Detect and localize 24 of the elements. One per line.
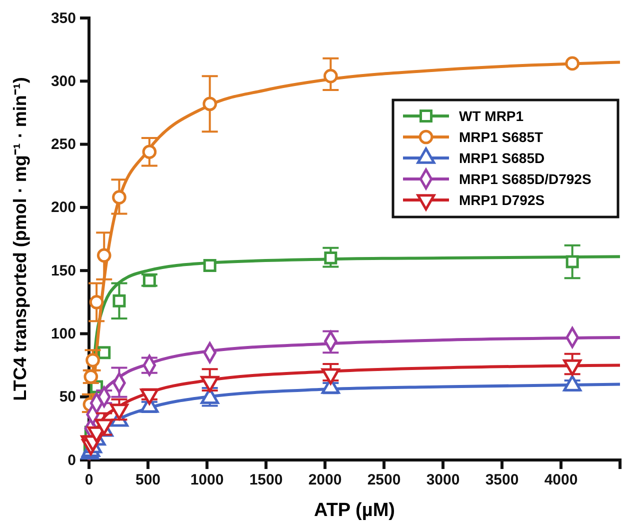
x-tick-label: 2500 bbox=[367, 472, 401, 489]
y-tick-label: 50 bbox=[59, 388, 76, 406]
y-tick-label: 150 bbox=[50, 262, 76, 280]
y-tick-label: 100 bbox=[50, 326, 76, 343]
x-tick-label: 1500 bbox=[249, 472, 283, 489]
x-tick-label: 500 bbox=[135, 472, 161, 489]
x-tick-label: 1000 bbox=[190, 472, 224, 489]
x-axis-title: ATP (µM) bbox=[314, 500, 395, 521]
legend-label: WT MRP1 bbox=[459, 108, 524, 124]
y-tick-label: 200 bbox=[50, 199, 76, 216]
x-tick-label: 4000 bbox=[544, 472, 578, 489]
y-tick-label: 0 bbox=[68, 452, 76, 469]
legend-label: MRP1 D792S bbox=[459, 192, 545, 208]
legend-label: MRP1 S685D bbox=[459, 150, 545, 166]
x-tick-label: 3000 bbox=[426, 472, 460, 489]
x-tick-label: 3500 bbox=[485, 472, 519, 489]
y-axis-title: LTC4 transported (pmol · mg⁻¹ · min⁻¹) bbox=[10, 77, 30, 401]
y-tick-label: 350 bbox=[50, 10, 76, 27]
y-tick-label: 250 bbox=[50, 136, 76, 154]
x-tick-label: 0 bbox=[84, 472, 94, 489]
x-tick-label: 2000 bbox=[308, 472, 342, 489]
legend-label: MRP1 S685T bbox=[459, 129, 544, 145]
legend-label: MRP1 S685D/D792S bbox=[459, 171, 592, 187]
y-tick-label: 300 bbox=[50, 72, 76, 90]
